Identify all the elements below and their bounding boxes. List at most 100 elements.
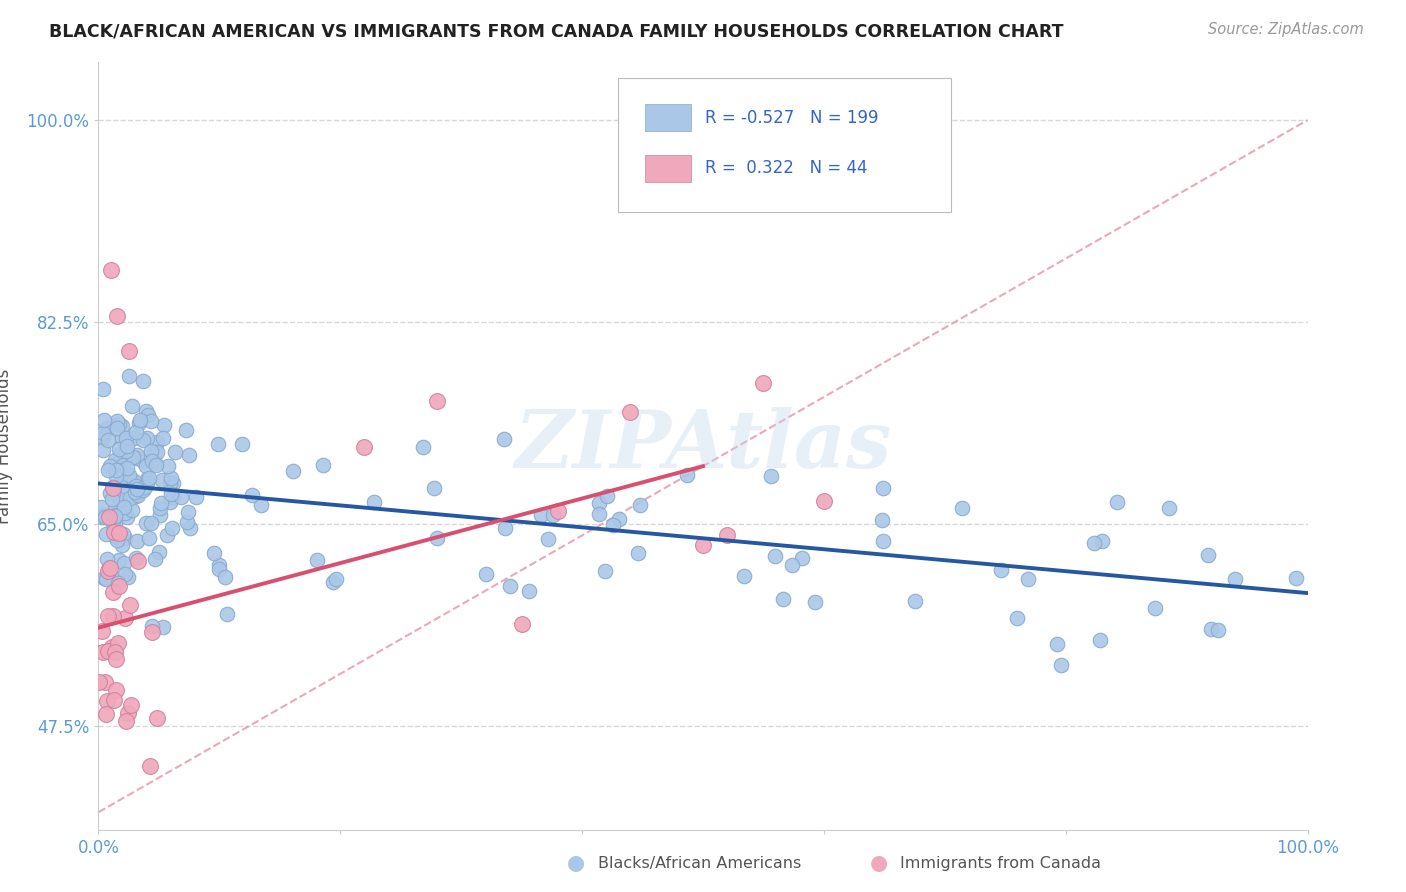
Point <box>547 504 569 518</box>
Point <box>103 524 125 539</box>
Point <box>117 706 139 720</box>
Point <box>111 480 134 494</box>
Point <box>139 759 162 773</box>
Point <box>96 707 118 722</box>
Point <box>145 458 167 473</box>
Point <box>105 463 128 477</box>
Point <box>111 419 134 434</box>
Point <box>596 489 619 503</box>
Point <box>1090 633 1112 648</box>
Point <box>114 506 136 520</box>
Point <box>115 439 138 453</box>
Point <box>628 498 651 512</box>
Point <box>114 531 136 545</box>
Point <box>492 432 515 446</box>
Point <box>98 560 121 574</box>
Point <box>950 501 973 516</box>
Point <box>107 635 129 649</box>
Point <box>588 496 610 510</box>
Point <box>281 464 304 478</box>
Point <box>91 508 114 523</box>
Point <box>132 483 155 497</box>
Point <box>138 531 160 545</box>
Point <box>124 425 146 439</box>
Point <box>1157 500 1180 515</box>
Point <box>125 551 148 566</box>
Point <box>1005 611 1028 625</box>
Point <box>207 437 229 451</box>
Point <box>101 608 124 623</box>
Point <box>162 490 184 504</box>
Point <box>353 440 375 454</box>
Point <box>96 694 118 708</box>
Point <box>619 405 641 419</box>
Point <box>101 480 124 494</box>
Point <box>141 516 163 531</box>
Point <box>990 563 1012 577</box>
Point <box>136 476 159 491</box>
Point <box>143 552 166 566</box>
Point <box>627 546 650 560</box>
Point <box>91 443 114 458</box>
Point <box>96 551 118 566</box>
Point <box>1208 623 1230 637</box>
Point <box>125 478 148 492</box>
Point <box>363 494 385 508</box>
Point <box>537 532 560 546</box>
Point <box>100 640 122 654</box>
Point <box>104 509 127 524</box>
Text: Immigrants from Canada: Immigrants from Canada <box>900 856 1101 871</box>
Point <box>475 567 498 582</box>
Point <box>125 534 148 549</box>
Point <box>93 413 115 427</box>
Point <box>124 485 146 500</box>
Text: ●: ● <box>870 854 887 873</box>
Point <box>104 508 127 522</box>
Text: Source: ZipAtlas.com: Source: ZipAtlas.com <box>1208 22 1364 37</box>
Point <box>240 488 263 502</box>
Point <box>98 509 121 524</box>
Point <box>115 714 138 728</box>
Point <box>325 572 347 586</box>
Point <box>108 463 131 477</box>
Point <box>108 447 131 461</box>
Point <box>772 591 794 606</box>
Point <box>692 538 714 552</box>
Point <box>121 399 143 413</box>
Point <box>588 508 610 522</box>
Point <box>111 431 134 445</box>
Point <box>91 510 114 524</box>
Point <box>103 516 125 530</box>
Point <box>125 489 148 503</box>
Point <box>101 585 124 599</box>
Point <box>136 408 159 422</box>
Text: ZIPAtlas: ZIPAtlas <box>515 408 891 484</box>
Point <box>112 458 135 473</box>
Point <box>107 576 129 591</box>
Point <box>135 472 157 486</box>
Point <box>122 475 145 489</box>
Point <box>135 404 157 418</box>
Point <box>733 568 755 582</box>
Point <box>1225 572 1247 586</box>
Point <box>108 417 131 431</box>
Point <box>107 421 129 435</box>
Point <box>412 440 434 454</box>
Point <box>111 538 134 552</box>
Text: R = -0.527   N = 199: R = -0.527 N = 199 <box>706 109 879 127</box>
Point <box>105 457 128 471</box>
Point <box>101 481 124 495</box>
Point <box>1105 495 1128 509</box>
Point <box>98 458 121 473</box>
Point <box>804 595 827 609</box>
Point <box>115 443 138 458</box>
Point <box>91 624 114 638</box>
Point <box>107 414 129 428</box>
Point <box>91 382 114 396</box>
Point <box>250 499 273 513</box>
Point <box>129 413 152 427</box>
Point <box>423 481 446 495</box>
Point <box>716 528 738 542</box>
Point <box>127 450 149 465</box>
Point <box>135 431 157 445</box>
